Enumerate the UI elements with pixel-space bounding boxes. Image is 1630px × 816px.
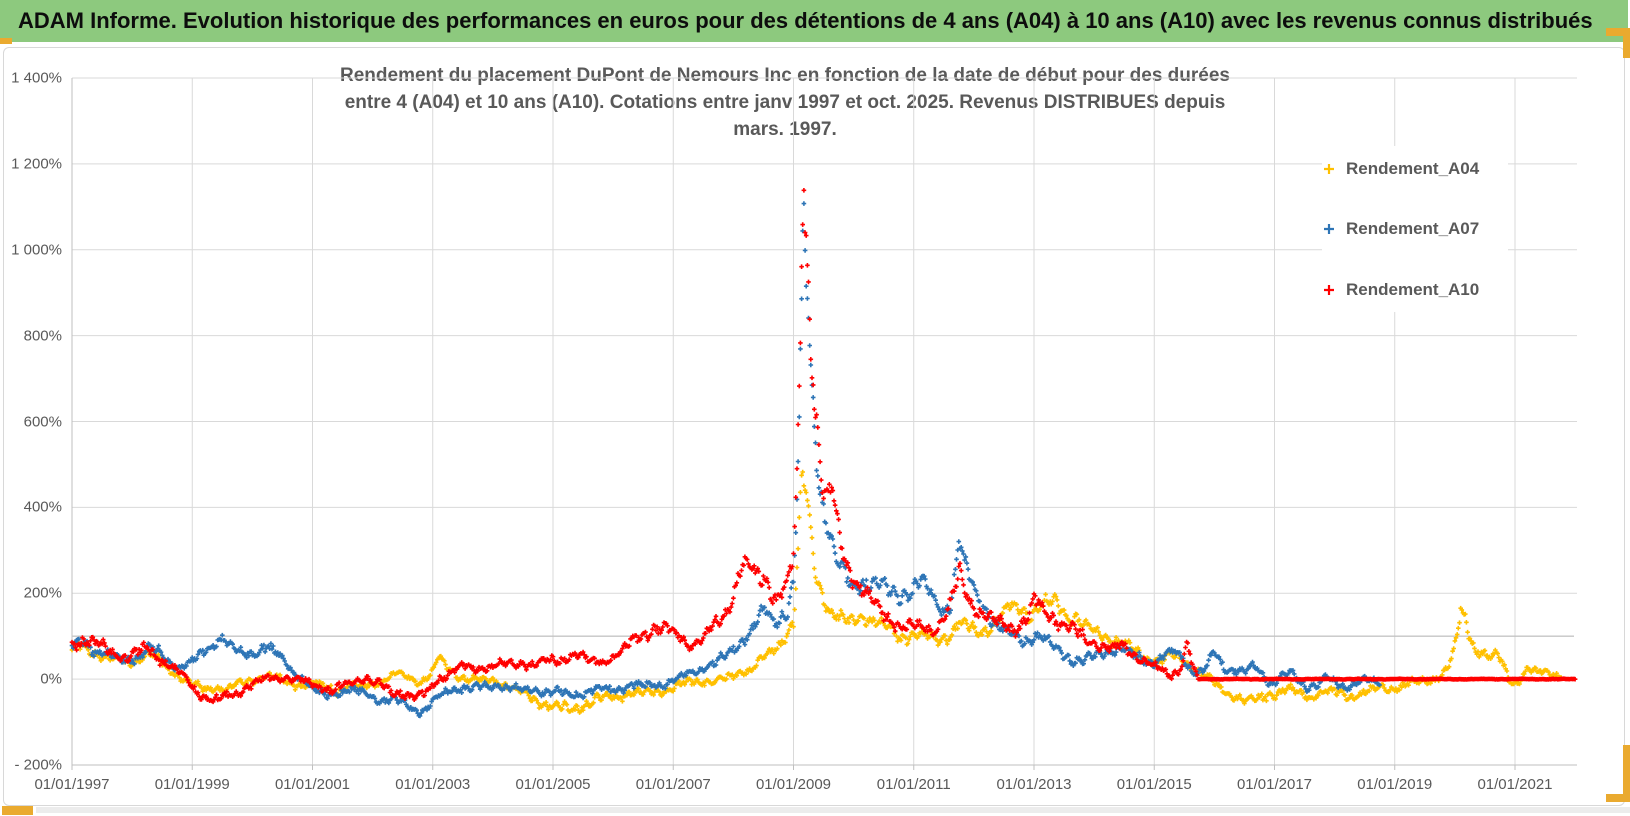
- x-tick-label: 01/01/1997: [34, 776, 110, 793]
- x-tick-label: 01/01/2005: [515, 776, 591, 793]
- y-tick-label: 1 200%: [11, 155, 62, 173]
- chart-title-line2: entre 4 (A04) et 10 ans (A10). Cotations…: [344, 92, 1226, 140]
- y-tick-label: - 200%: [14, 756, 62, 774]
- y-tick-label: 1 000%: [11, 241, 62, 259]
- x-tick-label: 01/01/2011: [876, 776, 951, 793]
- header-bar: ADAM Informe. Evolution historique des p…: [0, 0, 1628, 42]
- legend-item-Rendement_A07: Rendement_A07: [1322, 216, 1508, 242]
- accent-top-right-h: [1606, 28, 1630, 36]
- y-tick-label: 0%: [40, 670, 62, 688]
- x-tick-label: 01/01/2007: [635, 776, 711, 793]
- legend-label: Rendement_A07: [1346, 219, 1480, 238]
- bottom-window-strip: [36, 807, 1630, 813]
- chart-title-line1: Rendement du placement DuPont de Nemours…: [340, 65, 1230, 86]
- legend-label: Rendement_A10: [1346, 280, 1480, 299]
- legend-label: Rendement_A04: [1346, 159, 1480, 178]
- legend-plus-marker-icon: [1324, 285, 1334, 295]
- x-tick-label: 01/01/2009: [755, 776, 832, 793]
- series-points-Rendement_A07: [69, 201, 1382, 719]
- accent-bottom-right-v: [1623, 745, 1630, 801]
- series-points-Rendement_A04: [69, 469, 1564, 715]
- legend-item-Rendement_A10: Rendement_A10: [1322, 277, 1508, 303]
- y-tick-label: 1 400%: [11, 69, 62, 87]
- x-tick-label: 01/01/2021: [1477, 776, 1553, 793]
- x-tick-label: 01/01/2019: [1357, 776, 1433, 793]
- x-tick-label: 01/01/1999: [154, 776, 230, 793]
- x-tick-label: 01/01/2017: [1236, 776, 1313, 793]
- accent-top-right-v: [1623, 28, 1630, 58]
- chart-title: Rendement du placement DuPont de Nemours…: [330, 62, 1240, 143]
- accent-bottom-right-h: [1606, 794, 1630, 802]
- y-tick-label: 400%: [23, 498, 62, 516]
- legend-plus-marker-icon: [1324, 224, 1334, 234]
- x-tick-label: 01/01/2003: [395, 776, 471, 793]
- header-title: ADAM Informe. Evolution historique des p…: [18, 8, 1593, 33]
- accent-bottom-left: [2, 806, 33, 815]
- legend: Rendement_A04 Rendement_A07 Rendement_A10: [1322, 146, 1508, 312]
- x-tick-label: 01/01/2013: [996, 776, 1072, 793]
- y-tick-label: 800%: [23, 327, 62, 345]
- x-tick-label: 01/01/2001: [274, 776, 351, 793]
- series-points-Rendement_A10: [69, 188, 1578, 705]
- accent-top-left: [0, 38, 12, 44]
- legend-item-Rendement_A04: Rendement_A04: [1322, 156, 1508, 182]
- y-tick-label: 600%: [23, 413, 62, 430]
- x-tick-label: 01/01/2015: [1116, 776, 1192, 793]
- legend-plus-marker-icon: [1324, 164, 1334, 174]
- y-tick-label: 200%: [23, 584, 62, 602]
